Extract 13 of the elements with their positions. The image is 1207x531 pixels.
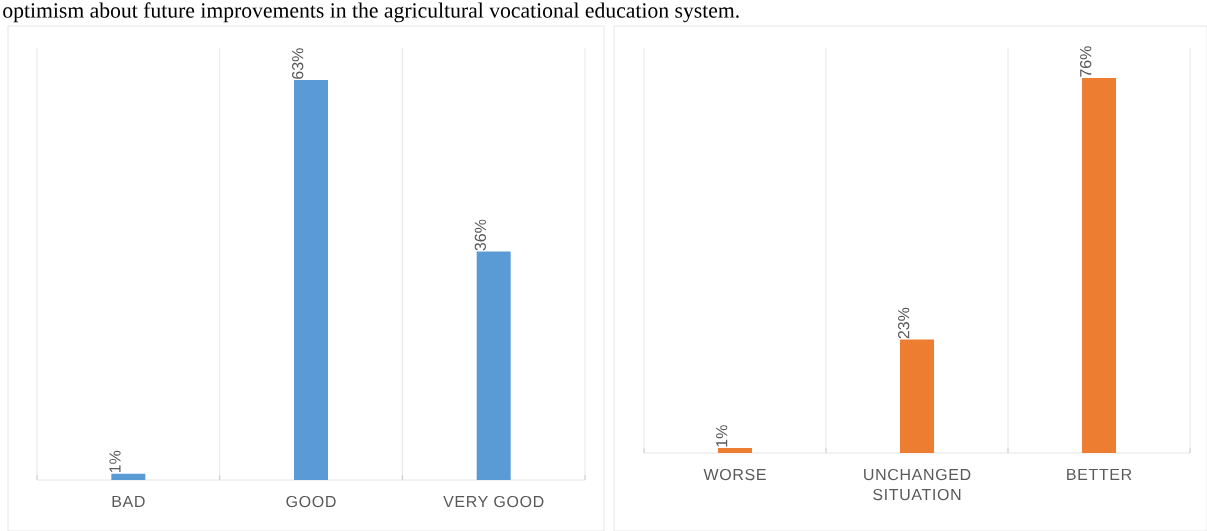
data-label: 36% — [474, 219, 486, 251]
data-label: 1% — [109, 450, 121, 473]
data-label: 63% — [292, 48, 304, 79]
x-tick-label: BETTER — [1067, 468, 1132, 480]
data-label: 1% — [716, 425, 728, 447]
data-label: 76% — [1080, 46, 1092, 77]
data-label: 23% — [898, 307, 910, 339]
text: optimism about future improvements in the agricultural vocational education system. — [3, 2, 739, 23]
x-tick-label: UNCHANGED SITUATION — [864, 468, 971, 501]
x-tick-label: GOOD — [286, 495, 336, 508]
x-tick-label: VERY GOOD — [443, 495, 544, 508]
x-tick-label: BAD — [112, 495, 145, 507]
x-tick-label: WORSE — [703, 468, 766, 481]
